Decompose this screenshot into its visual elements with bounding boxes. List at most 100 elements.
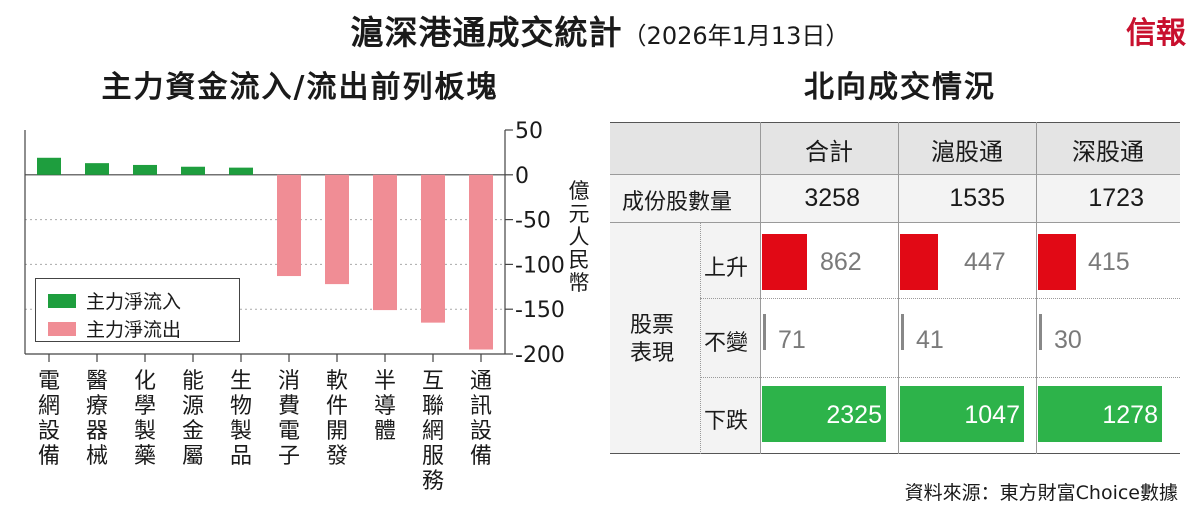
category-label-char: 學 — [134, 394, 156, 419]
down-bar-2 — [1038, 386, 1162, 442]
y-tick-label: -200 — [515, 343, 565, 368]
flat-bar-1 — [901, 314, 904, 350]
category-label-char: 軟 — [326, 369, 348, 394]
perf-group-label-line2: 表現 — [630, 341, 675, 366]
table-perf-label-bg — [700, 222, 760, 454]
legend-swatch-outflow — [48, 321, 76, 336]
up-bar-2 — [1038, 234, 1076, 290]
main-title-text: 滬深港通成交統計 — [350, 13, 623, 52]
y-tick-label: 50 — [515, 119, 543, 144]
category-label-char: 訊 — [470, 394, 492, 419]
y-tick-label: 0 — [515, 164, 529, 189]
northbound-table: 合計 滬股通 深股通 成份股數量 3258 1535 1723 股票 表現 上升… — [610, 122, 1180, 454]
category-label-char: 子 — [278, 444, 300, 469]
down-bar-1 — [900, 386, 1024, 442]
category-label-char: 網 — [38, 394, 60, 419]
bar-0 — [37, 157, 61, 175]
date-text: （2026年1月13日） — [622, 22, 850, 50]
category-label-char: 聯 — [422, 394, 444, 419]
category-label-char: 物 — [230, 394, 252, 419]
table-divider — [700, 298, 1180, 299]
category-label-char: 器 — [86, 419, 108, 444]
category-label-char: 品 — [230, 444, 252, 469]
category-label-char: 導 — [374, 394, 396, 419]
category-label-char: 件 — [326, 394, 348, 419]
up-bar-1 — [900, 234, 938, 290]
category-label-char: 開 — [326, 419, 348, 444]
category-label-char: 金 — [182, 419, 204, 444]
category-label-char: 備 — [38, 444, 60, 469]
category-label-char: 互 — [422, 369, 444, 394]
table-divider — [610, 174, 1180, 175]
category-label-char: 費 — [278, 394, 300, 419]
y-tick-label: -50 — [515, 209, 551, 234]
table-header-bg — [610, 122, 1180, 174]
perf-group-label: 股票 表現 — [630, 312, 674, 368]
down-bar-0 — [762, 386, 886, 442]
legend-item-inflow: 主力淨流入 — [48, 287, 181, 314]
up-value-1: 447 — [964, 248, 1006, 276]
category-label-char: 藥 — [134, 444, 156, 469]
column-header-shanghai: 滬股通 — [931, 138, 1003, 166]
category-label-char: 網 — [422, 419, 444, 444]
bar-4 — [229, 167, 253, 175]
flat-value-2: 30 — [1054, 326, 1082, 354]
category-label-char: 發 — [326, 444, 348, 469]
column-header-shenzhen: 深股通 — [1072, 138, 1144, 166]
category-label-char: 通 — [470, 369, 492, 394]
bar-8 — [421, 174, 445, 323]
table-divider — [700, 377, 1180, 378]
category-label-char: 製 — [134, 419, 156, 444]
flat-value-0: 71 — [778, 326, 806, 354]
category-label-char: 化 — [134, 369, 156, 394]
category-label-char: 半 — [374, 369, 396, 394]
y-tick-label: -100 — [515, 253, 565, 278]
northbound-title: 北向成交情況 — [804, 70, 996, 105]
flat-bar-0 — [763, 314, 766, 350]
legend-label-inflow: 主力淨流入 — [86, 291, 182, 313]
up-bar-0 — [762, 234, 807, 290]
table-col-divider — [1036, 122, 1037, 454]
count-shenzhen: 1723 — [1088, 184, 1144, 212]
bar-1 — [85, 163, 109, 175]
count-shanghai: 1535 — [949, 184, 1005, 212]
category-label-char: 製 — [230, 419, 252, 444]
flat-value-1: 41 — [916, 326, 944, 354]
perf-label-down: 下跌 — [704, 409, 749, 434]
table-divider — [610, 222, 1180, 223]
bar-6 — [325, 174, 349, 285]
bar-5 — [277, 174, 301, 277]
category-label-char: 屬 — [182, 444, 204, 469]
down-value-2: 1278 — [1102, 401, 1158, 429]
category-label-char: 設 — [38, 419, 60, 444]
count-total: 3258 — [804, 184, 860, 212]
down-value-1: 1047 — [964, 401, 1020, 429]
category-label-char: 設 — [470, 419, 492, 444]
category-label-char: 生 — [230, 369, 252, 394]
table-col-divider — [898, 122, 899, 454]
table-col-divider — [760, 122, 761, 454]
category-label-char: 體 — [374, 419, 396, 444]
chart-title: 主力資金流入/流出前列板塊 — [101, 70, 499, 105]
legend-swatch-inflow — [48, 293, 76, 308]
bar-2 — [133, 164, 157, 175]
perf-group-label-line1: 股票 — [630, 313, 675, 338]
category-label-char: 消 — [278, 369, 300, 394]
category-label-char: 電 — [278, 419, 300, 444]
up-value-0: 862 — [820, 248, 862, 276]
y-axis-label: 億元人民幣 — [568, 179, 590, 295]
category-label-char: 醫 — [86, 369, 108, 394]
bar-7 — [373, 174, 397, 311]
brand-logo: 信報 — [1126, 16, 1186, 51]
category-label-char: 療 — [86, 394, 108, 419]
table-perf-group-bg — [610, 222, 700, 454]
row-label-constituents: 成份股數量 — [622, 190, 733, 215]
category-label-char: 電 — [38, 369, 60, 394]
category-label-char: 備 — [470, 444, 492, 469]
category-label-char: 務 — [422, 469, 444, 494]
up-value-2: 415 — [1088, 248, 1130, 276]
table-col-divider — [700, 222, 701, 454]
down-value-0: 2325 — [826, 401, 882, 429]
column-header-total: 合計 — [805, 138, 853, 166]
table-top-border — [610, 122, 1180, 123]
